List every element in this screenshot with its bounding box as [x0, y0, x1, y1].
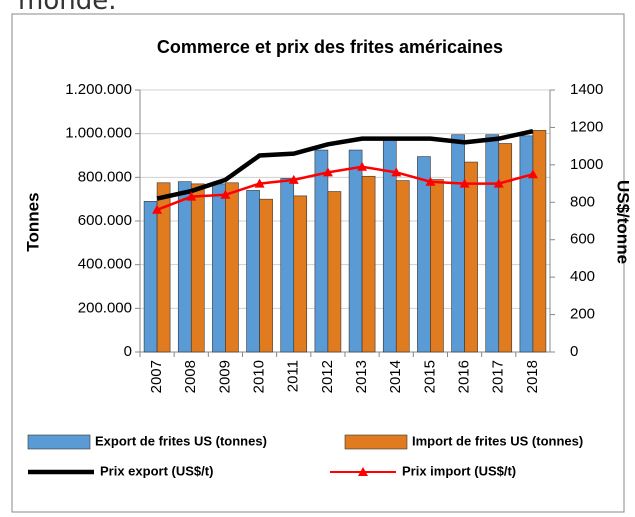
bar: [417, 156, 431, 353]
marker: [425, 176, 436, 186]
marker: [527, 169, 538, 179]
marker: [459, 178, 470, 188]
legend-label: Export de frites US (tonnes): [95, 433, 267, 448]
x-tick-label: 2010: [251, 360, 268, 393]
y-tick-label: 400.000: [78, 256, 132, 273]
chart-frame: [11, 13, 625, 513]
marker: [152, 204, 163, 214]
bar: [280, 178, 295, 353]
bar: [451, 134, 465, 353]
bar: [259, 198, 273, 353]
y-tick-label: 1.000.000: [65, 125, 132, 142]
y-tick-label: 0: [124, 343, 132, 360]
x-tick-label: 2011: [285, 360, 302, 392]
marker: [391, 167, 402, 177]
y-axis-title: Tonnes: [23, 192, 42, 251]
line: [156, 128, 534, 201]
y-tick-label: 800.000: [78, 168, 132, 185]
bar: [190, 183, 205, 353]
marker: [357, 161, 368, 171]
legend-marker: [358, 467, 368, 476]
x-tick-label: 2014: [387, 360, 404, 393]
bar: [430, 179, 444, 353]
y2-axis-title: US$/tonne: [614, 180, 633, 264]
bar: [532, 130, 547, 353]
y-tick-label: 600.000: [78, 212, 132, 229]
line: [156, 165, 534, 211]
x-tick-label: 2016: [456, 360, 473, 393]
bar: [327, 191, 342, 353]
bar: [485, 134, 500, 353]
y2-tick-label: 1000: [570, 156, 603, 173]
legend-label: Prix export (US$/t): [100, 463, 213, 478]
bar: [177, 181, 192, 353]
y2-tick-label: 0: [570, 343, 578, 360]
y2-tick-label: 1400: [570, 81, 603, 98]
marker: [322, 167, 333, 177]
bar: [143, 201, 158, 353]
marker: [254, 178, 265, 188]
y2-tick-label: 400: [570, 268, 595, 285]
bar: [361, 175, 376, 353]
y2-tick-label: 1200: [570, 118, 603, 135]
bar: [519, 135, 534, 353]
bar: [314, 149, 329, 353]
bar: [464, 161, 478, 353]
bar: [246, 190, 260, 353]
y-tick-label: 1.200.000: [65, 81, 132, 98]
y-tick-label: 200.000: [78, 299, 132, 316]
x-tick-label: 2018: [524, 360, 541, 393]
page-text: monde.: [18, 0, 117, 16]
marker: [220, 189, 231, 199]
x-tick-label: 2012: [319, 360, 336, 393]
legend-swatch: [344, 434, 408, 450]
x-tick-label: 2009: [216, 360, 233, 393]
bar: [212, 183, 226, 353]
y2-tick-label: 800: [570, 193, 595, 210]
marker: [288, 174, 299, 184]
x-tick-label: 2007: [148, 360, 165, 393]
y2-tick-label: 200: [570, 306, 595, 323]
bar: [498, 143, 513, 353]
marker: [493, 178, 504, 188]
y2-tick-label: 600: [570, 231, 595, 248]
bar: [348, 149, 363, 353]
legend-label: Prix import (US$/t): [402, 463, 516, 478]
x-tick-label: 2017: [490, 360, 507, 393]
bar: [395, 180, 410, 353]
marker: [186, 191, 197, 201]
bar: [156, 182, 171, 353]
x-tick-label: 2008: [182, 360, 199, 393]
legend-label: Import de frites US (tonnes): [412, 433, 583, 448]
legend-swatch: [27, 434, 91, 450]
bar: [225, 182, 239, 353]
chart-title: Commerce et prix des frites américaines: [157, 37, 503, 57]
x-tick-label: 2015: [421, 360, 438, 393]
x-tick-label: 2013: [353, 360, 370, 393]
bar: [293, 195, 308, 353]
